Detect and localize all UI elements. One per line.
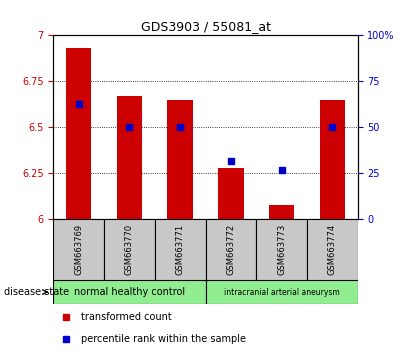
Bar xyxy=(319,100,345,219)
Bar xyxy=(206,219,256,280)
Bar xyxy=(66,48,91,219)
Bar xyxy=(307,219,358,280)
Text: intracranial arterial aneurysm: intracranial arterial aneurysm xyxy=(224,287,339,297)
Text: disease state: disease state xyxy=(4,287,69,297)
Text: normal healthy control: normal healthy control xyxy=(74,287,185,297)
Title: GDS3903 / 55081_at: GDS3903 / 55081_at xyxy=(141,20,270,33)
Text: GSM663774: GSM663774 xyxy=(328,224,337,275)
Text: GSM663772: GSM663772 xyxy=(226,224,236,275)
Bar xyxy=(168,100,193,219)
Text: GSM663771: GSM663771 xyxy=(175,224,185,275)
Bar xyxy=(117,96,142,219)
Bar xyxy=(218,168,243,219)
Text: GSM663770: GSM663770 xyxy=(125,224,134,275)
Bar xyxy=(104,219,155,280)
Text: GSM663769: GSM663769 xyxy=(74,224,83,275)
Bar xyxy=(53,280,206,304)
Text: percentile rank within the sample: percentile rank within the sample xyxy=(81,334,246,344)
Bar xyxy=(256,219,307,280)
Text: transformed count: transformed count xyxy=(81,312,171,322)
Bar xyxy=(155,219,206,280)
Bar xyxy=(206,280,358,304)
Bar xyxy=(53,219,104,280)
Text: GSM663773: GSM663773 xyxy=(277,224,286,275)
Bar xyxy=(269,205,294,219)
